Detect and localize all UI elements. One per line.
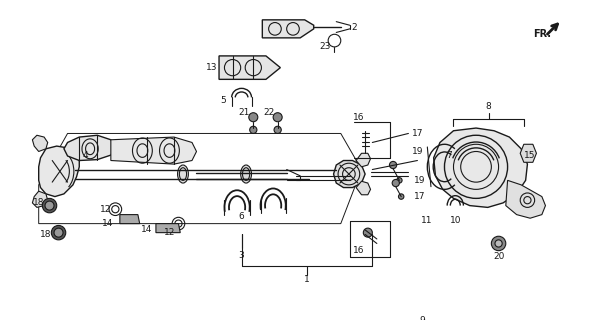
Polygon shape (120, 215, 140, 224)
Text: 22: 22 (263, 108, 274, 117)
Circle shape (45, 201, 54, 210)
Text: 4: 4 (83, 151, 88, 160)
Polygon shape (356, 181, 370, 195)
Text: 17: 17 (414, 192, 425, 201)
Circle shape (249, 113, 258, 122)
Text: 18: 18 (33, 198, 45, 207)
Polygon shape (520, 144, 536, 162)
Text: 3: 3 (239, 251, 245, 260)
Polygon shape (219, 56, 280, 79)
Circle shape (274, 126, 281, 133)
Text: 7: 7 (446, 151, 452, 161)
Polygon shape (39, 146, 79, 196)
Text: 21: 21 (239, 108, 250, 117)
Circle shape (42, 198, 57, 213)
Text: 18: 18 (40, 230, 52, 239)
Circle shape (364, 228, 372, 237)
Ellipse shape (240, 165, 251, 183)
Polygon shape (111, 137, 196, 164)
Text: 12: 12 (100, 205, 111, 214)
Polygon shape (434, 128, 527, 207)
Polygon shape (262, 20, 313, 38)
Polygon shape (33, 135, 48, 151)
Text: FR.: FR. (533, 29, 551, 39)
Circle shape (390, 161, 397, 169)
Circle shape (492, 236, 506, 251)
Polygon shape (356, 153, 370, 167)
Text: 19: 19 (412, 147, 423, 156)
Polygon shape (506, 180, 545, 218)
Circle shape (397, 178, 402, 183)
Polygon shape (333, 161, 365, 188)
Text: 16: 16 (353, 113, 365, 122)
Text: 13: 13 (206, 63, 217, 72)
Polygon shape (33, 191, 48, 207)
Circle shape (249, 126, 257, 133)
Text: 11: 11 (421, 216, 432, 225)
Text: 15: 15 (524, 151, 536, 161)
Text: 12: 12 (164, 228, 175, 237)
Polygon shape (64, 135, 115, 161)
Text: 10: 10 (449, 215, 461, 225)
Text: 6: 6 (239, 212, 245, 221)
Ellipse shape (178, 165, 188, 183)
Text: 1: 1 (304, 275, 309, 284)
Circle shape (273, 113, 282, 122)
Circle shape (495, 240, 502, 247)
Circle shape (54, 228, 63, 237)
Circle shape (399, 194, 404, 199)
Text: 2: 2 (352, 22, 357, 32)
Text: 20: 20 (493, 252, 504, 261)
Text: 17: 17 (412, 129, 423, 138)
Text: 14: 14 (141, 225, 153, 235)
Text: 23: 23 (320, 42, 331, 52)
Text: 8: 8 (486, 102, 492, 111)
Text: 14: 14 (103, 219, 114, 228)
Text: 9: 9 (419, 316, 425, 320)
Circle shape (392, 180, 399, 187)
Text: 16: 16 (353, 246, 365, 255)
Text: 5: 5 (220, 97, 226, 106)
Polygon shape (156, 224, 180, 233)
Circle shape (51, 225, 66, 240)
Text: 19: 19 (414, 176, 425, 185)
